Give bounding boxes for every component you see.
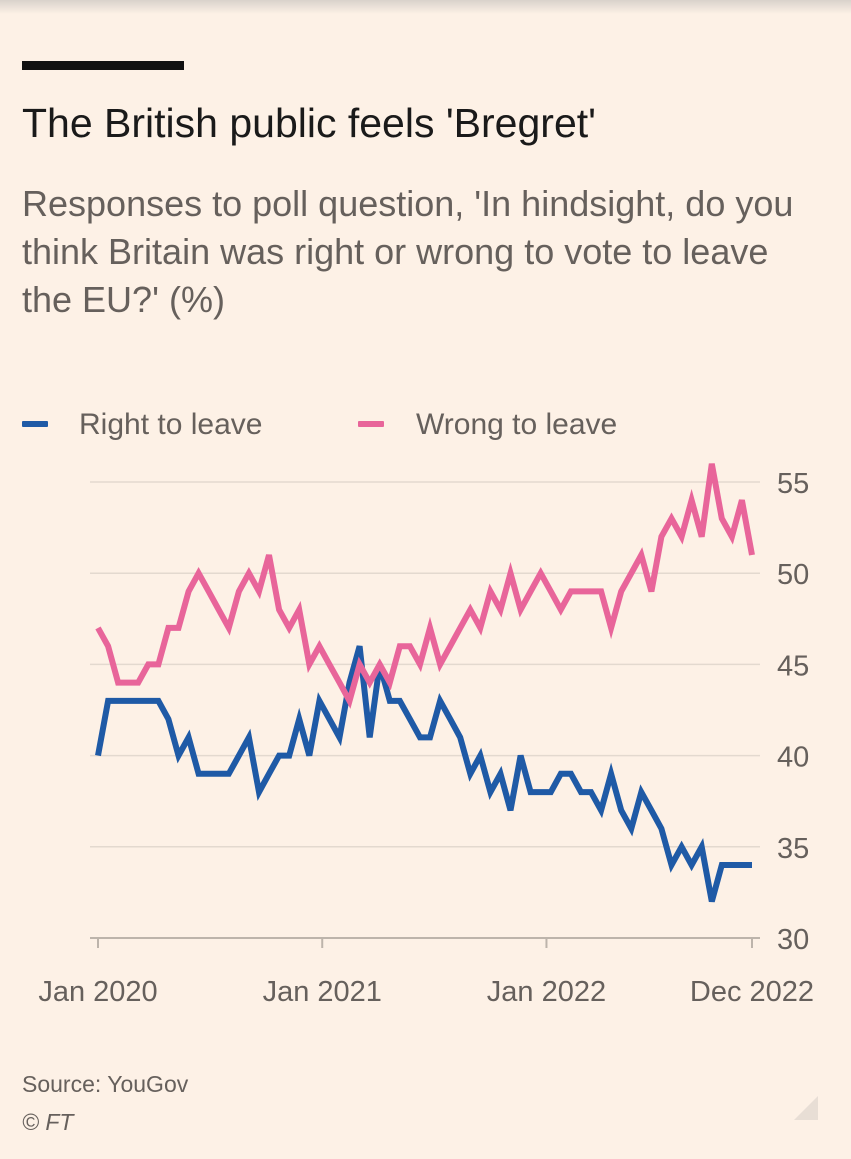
header-rule	[22, 61, 184, 70]
resize-corner-icon	[794, 1096, 818, 1120]
chart-subtitle: Responses to poll question, 'In hindsigh…	[22, 183, 794, 320]
chart-title: The British public feels 'Bregret'	[22, 100, 596, 146]
legend-swatch-wrong	[358, 421, 384, 427]
y-tick-label-55: 55	[777, 468, 809, 500]
series-line-wrong-to-leave	[95, 463, 755, 709]
line-chart: 55 50 45 40 35 30 Jan 2020 Jan 2021 Jan 2022 Dec …	[38, 463, 814, 1008]
legend-label-wrong: Wrong to leave	[416, 408, 618, 441]
y-tick-label-35: 35	[777, 833, 809, 865]
y-tick-label-45: 45	[777, 650, 809, 682]
y-tick-label-30: 30	[777, 924, 809, 956]
x-tick-label-0: Jan 2020	[38, 976, 157, 1008]
credit-note: © FT	[22, 1109, 74, 1135]
y-tick-label-40: 40	[777, 742, 809, 774]
x-tick-label-3: Dec 2022	[690, 976, 814, 1008]
legend-swatch-right	[22, 421, 48, 427]
top-shadow	[0, 0, 851, 14]
source-note: Source: YouGov	[22, 1071, 189, 1097]
legend-label-right: Right to leave	[79, 408, 263, 441]
series-line-right-to-leave	[95, 645, 752, 903]
x-tick-label-2: Jan 2022	[487, 976, 606, 1008]
x-tick-label-1: Jan 2021	[263, 976, 382, 1008]
y-tick-label-50: 50	[777, 559, 809, 591]
